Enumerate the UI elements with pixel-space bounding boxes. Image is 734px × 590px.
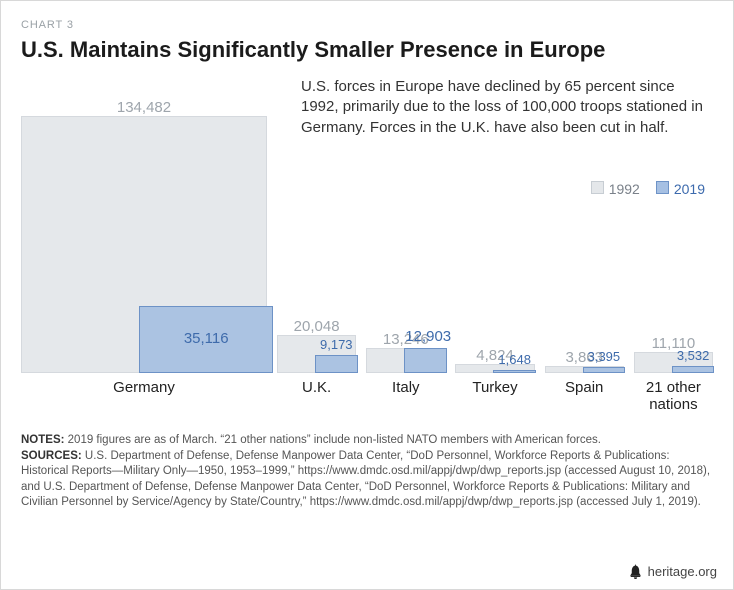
value-label-2019: 3,395 [584,349,624,364]
bar-pair: 13,24612,903 [366,348,445,373]
value-label-2019: 1,648 [494,352,534,367]
bar-1992: 4,8241,648 [455,364,534,373]
bar-1992: 134,48235,116 [21,116,267,373]
bell-icon [629,564,642,579]
bar-pair: 134,48235,116 [21,116,267,373]
bar-group: 134,48235,116 [21,116,267,373]
bar-2019: 3,532 [672,366,714,373]
category-label: 21 other nations [634,379,713,413]
category-label: U.K. [277,379,356,413]
footer: heritage.org [629,564,717,579]
value-label-2019: 9,173 [316,337,356,352]
bar-2019: 9,173 [315,355,357,373]
bar-1992: 3,8633,395 [545,366,624,373]
bar-2019: 12,903 [404,348,446,373]
sources-text: U.S. Department of Defense, Defense Manp… [21,450,710,509]
bar-group: 20,0489,173 [277,335,356,373]
bar-pair: 11,1103,532 [634,352,713,373]
value-label-2019: 3,532 [673,348,713,363]
notes-text: 2019 figures are as of March. “21 other … [64,434,601,446]
bar-pair: 3,8633,395 [545,366,624,373]
bars-row: 134,48235,11620,0489,17313,24612,9034,82… [21,77,713,373]
bar-pair: 20,0489,173 [277,335,356,373]
bar-1992: 11,1103,532 [634,352,713,373]
chart-title: U.S. Maintains Significantly Smaller Pre… [21,37,713,63]
value-label-2019: 12,903 [405,328,445,345]
value-label-1992: 134,482 [22,99,266,116]
value-label-1992: 20,048 [278,318,355,335]
notes-label: NOTES: [21,434,64,446]
bar-1992: 20,0489,173 [277,335,356,373]
chart-container: CHART 3 U.S. Maintains Significantly Sma… [0,0,734,590]
category-labels-row: Germany U.K. Italy Turkey Spain 21 other nati… [21,379,713,413]
bar-group: 4,8241,648 [455,364,534,373]
category-label: Turkey [455,379,534,413]
value-label-2019: 35,116 [140,330,272,347]
category-label: Spain [545,379,624,413]
plot-area: U.S. forces in Europe have declined by 6… [21,77,713,373]
bar-group: 3,8633,395 [545,366,624,373]
bar-group: 13,24612,903 [366,348,445,373]
bar-2019: 1,648 [493,370,535,373]
chart-number-label: CHART 3 [21,19,713,31]
category-label: Germany [21,379,267,413]
bar-1992: 13,24612,903 [366,348,445,373]
notes-block: NOTES: 2019 figures are as of March. “21… [21,433,713,511]
bar-group: 11,1103,532 [634,352,713,373]
sources-label: SOURCES: [21,450,82,462]
bar-2019: 35,116 [139,306,273,373]
bar-2019: 3,395 [583,367,625,373]
footer-text: heritage.org [648,564,717,579]
category-label: Italy [366,379,445,413]
bar-pair: 4,8241,648 [455,364,534,373]
